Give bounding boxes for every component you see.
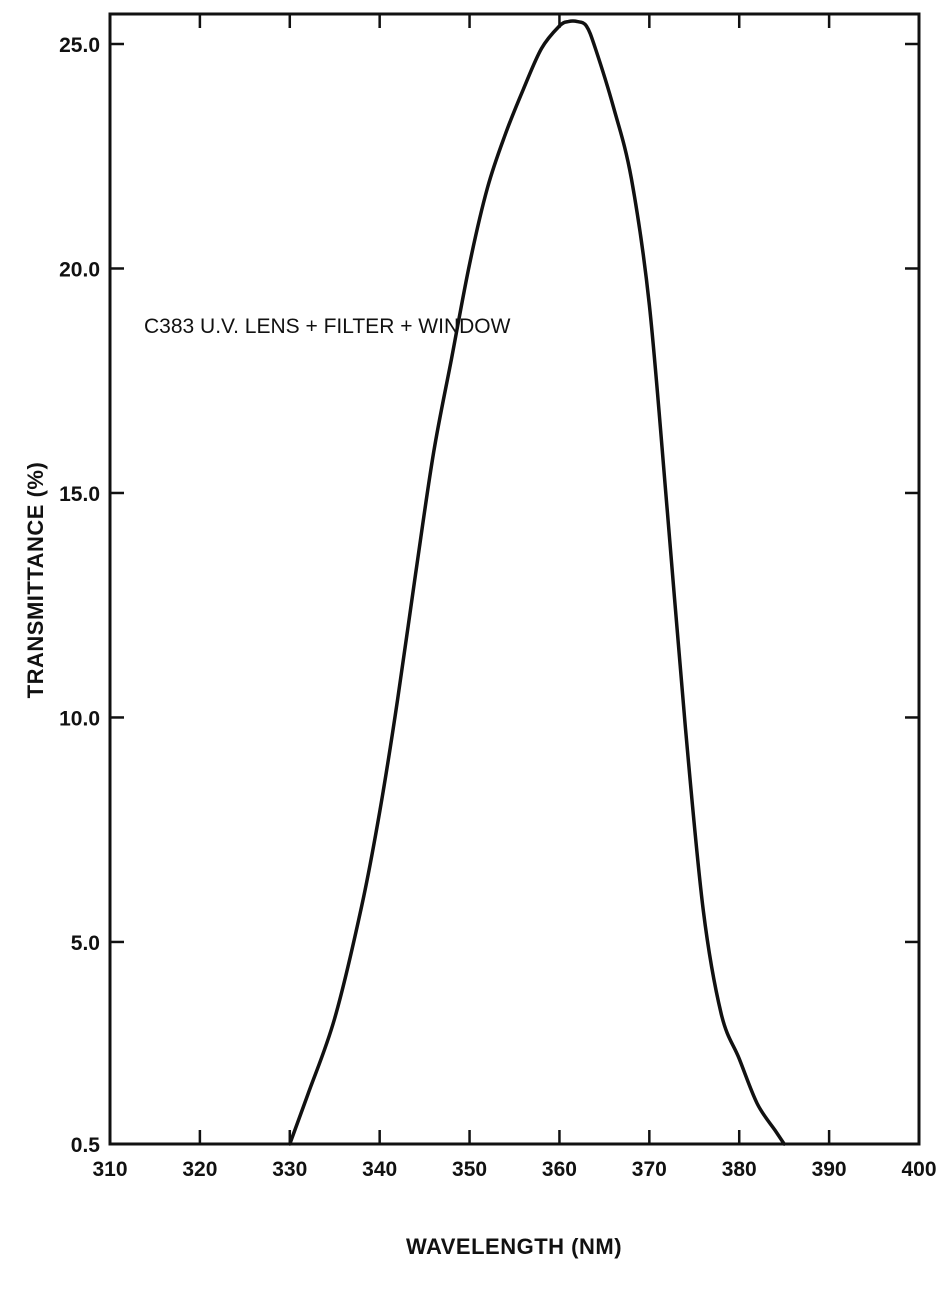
plot-frame [108, 12, 921, 1146]
axis-ticks [110, 14, 919, 1144]
x-tick-label: 310 [92, 1158, 127, 1181]
x-axis-label: WAVELENGTH (NM) [406, 1234, 622, 1259]
x-tick-label: 370 [632, 1158, 667, 1181]
x-tick-label: 360 [542, 1158, 577, 1181]
y-tick-label: 0.5 [71, 1134, 101, 1157]
y-tick-label: 10.0 [59, 707, 100, 730]
y-tick-label: 15.0 [59, 483, 100, 506]
axis-tick-labels: 310 320 330 340 350 360 370 380 390 400 0.5 5.0 10.0… [59, 34, 936, 1181]
curve-annotation: C383 U.V. LENS + FILTER + WINDOW [144, 315, 511, 338]
y-tick-label: 20.0 [59, 258, 100, 281]
y-tick-label: 25.0 [59, 34, 100, 57]
x-tick-label: 390 [812, 1158, 847, 1181]
x-tick-label: 340 [362, 1158, 397, 1181]
series-line [288, 19, 786, 1146]
x-tick-label: 400 [901, 1158, 936, 1181]
y-tick-label: 5.0 [71, 932, 100, 955]
x-tick-label: 380 [722, 1158, 757, 1181]
x-tick-label: 320 [182, 1158, 217, 1181]
x-tick-label: 330 [272, 1158, 307, 1181]
y-axis-label: TRANSMITTANCE (%) [23, 462, 48, 699]
x-tick-label: 350 [452, 1158, 487, 1181]
